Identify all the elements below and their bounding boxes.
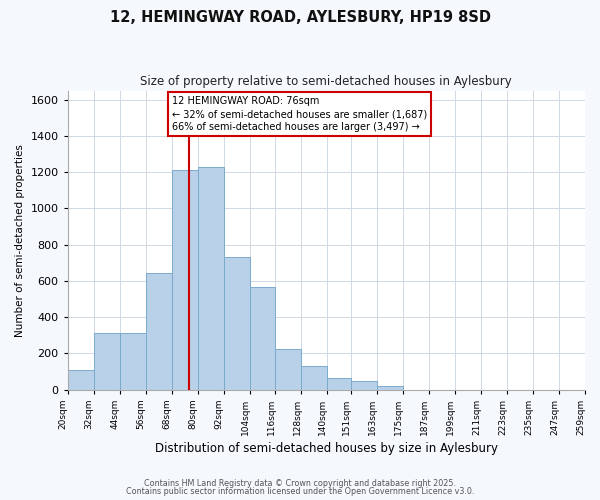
Bar: [172, 170, 197, 390]
Bar: [275, 349, 301, 390]
Bar: [377, 386, 403, 390]
Y-axis label: Number of semi-detached properties: Number of semi-detached properties: [15, 144, 25, 336]
Title: Size of property relative to semi-detached houses in Aylesbury: Size of property relative to semi-detach…: [140, 75, 512, 88]
Bar: [197, 166, 224, 390]
Text: 12, HEMINGWAY ROAD, AYLESBURY, HP19 8SD: 12, HEMINGWAY ROAD, AYLESBURY, HP19 8SD: [110, 10, 491, 25]
Bar: [94, 334, 119, 390]
Bar: [250, 287, 275, 390]
Bar: [328, 378, 351, 390]
Text: Contains HM Land Registry data © Crown copyright and database right 2025.: Contains HM Land Registry data © Crown c…: [144, 478, 456, 488]
Bar: [146, 272, 172, 390]
Bar: [68, 370, 94, 390]
Bar: [301, 366, 328, 390]
Bar: [119, 334, 146, 390]
Bar: [224, 258, 250, 390]
Bar: [351, 382, 377, 390]
X-axis label: Distribution of semi-detached houses by size in Aylesbury: Distribution of semi-detached houses by …: [155, 442, 498, 455]
Text: Contains public sector information licensed under the Open Government Licence v3: Contains public sector information licen…: [126, 487, 474, 496]
Text: 12 HEMINGWAY ROAD: 76sqm
← 32% of semi-detached houses are smaller (1,687)
66% o: 12 HEMINGWAY ROAD: 76sqm ← 32% of semi-d…: [172, 96, 427, 132]
